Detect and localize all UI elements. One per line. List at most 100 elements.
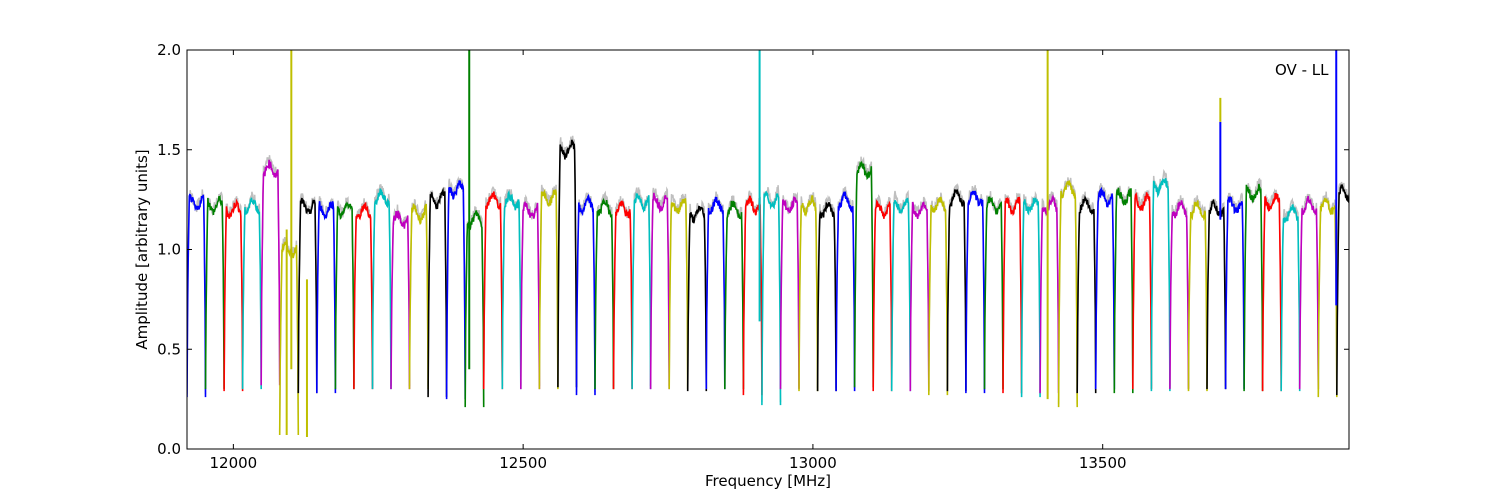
reference-band-1 (204, 191, 225, 387)
band-trace-31 (761, 191, 782, 406)
x-axis-label: Frequency [MHz] (705, 472, 831, 490)
band-trace-6 (297, 197, 318, 394)
band-trace-56 (1224, 196, 1245, 390)
reference-band-37 (872, 194, 893, 389)
reference-band-63 (1355, 164, 1374, 408)
reference-band-61 (1317, 191, 1338, 395)
reference-band-20 (557, 135, 578, 385)
reference-band-0 (187, 189, 207, 395)
band-trace-59 (1280, 203, 1301, 392)
reference-band-42 (965, 185, 986, 391)
reference-band-16 (482, 186, 504, 387)
band-trace-26 (668, 198, 689, 390)
band-trace-18 (520, 200, 541, 390)
x-tick-label: 12000 (210, 454, 258, 472)
band-trace-1 (204, 194, 225, 390)
band-trace-25 (649, 192, 670, 390)
band-trace-8 (334, 201, 355, 390)
reference-band-56 (1224, 192, 1245, 387)
reference-band-14 (445, 175, 466, 397)
band-trace-53 (1169, 200, 1190, 390)
band-trace-27 (686, 205, 708, 392)
band-trace-58 (1261, 193, 1282, 392)
reference-band-41 (946, 183, 967, 389)
band-trace-38 (890, 197, 912, 392)
band-trace-34 (816, 201, 837, 392)
band-trace-16 (482, 191, 504, 390)
reference-band-13 (427, 186, 448, 395)
reference-band-62 (1336, 181, 1349, 393)
x-tick-label: 13500 (1079, 454, 1127, 472)
band-trace-52 (1150, 177, 1171, 392)
band-trace-15 (464, 210, 485, 408)
reference-band-24 (631, 187, 652, 387)
band-trace-41 (946, 188, 967, 392)
band-trace-39 (909, 201, 930, 392)
reference-band-25 (649, 186, 670, 387)
y-tick-label: 2.0 (157, 41, 181, 59)
band-trace-3 (241, 197, 262, 390)
reference-band-31 (761, 185, 782, 403)
band-trace-17 (501, 189, 522, 390)
plot-frame (186, 49, 1350, 450)
y-tick-label: 0.5 (157, 340, 181, 358)
band-trace-11 (390, 210, 411, 390)
x-tick-label: 12500 (499, 454, 547, 472)
reference-band-34 (816, 194, 837, 389)
band-trace-57 (1243, 183, 1264, 392)
band-trace-21 (575, 193, 596, 396)
band-trace-32 (779, 196, 800, 390)
reference-band-32 (779, 191, 800, 387)
y-axis-label: Amplitude [arbitrary units] (133, 149, 151, 349)
band-trace-42 (965, 190, 986, 394)
reference-band-52 (1150, 168, 1171, 389)
band-trace-36 (853, 160, 875, 388)
band-trace-10 (371, 188, 392, 390)
reference-band-51 (1132, 189, 1153, 387)
band-trace-60 (1298, 195, 1320, 390)
band-trace-47 (1057, 180, 1078, 408)
band-trace-9 (353, 202, 374, 390)
band-trace-55 (1206, 198, 1227, 390)
band-trace-35 (835, 191, 856, 392)
reference-band-19 (538, 184, 559, 387)
band-trace-12 (408, 203, 429, 390)
band-trace-37 (872, 199, 893, 392)
y-tick-label: 1.5 (157, 141, 181, 159)
band-trace-49 (1094, 186, 1116, 390)
y-tick-label: 1.0 (157, 241, 181, 259)
reference-band-21 (575, 192, 596, 393)
band-trace-7 (316, 201, 337, 394)
band-trace-28 (705, 196, 726, 390)
reference-band-12 (408, 198, 429, 387)
band-trace-33 (798, 195, 819, 392)
band-trace-23 (612, 200, 633, 390)
reference-band-7 (316, 196, 337, 391)
band-trace-63 (1355, 169, 1374, 411)
band-trace-61 (1317, 197, 1338, 398)
band-trace-2 (223, 198, 244, 392)
reference-band-57 (1243, 177, 1264, 389)
reference-band-33 (798, 192, 819, 389)
band-trace-24 (631, 192, 652, 390)
band-trace-20 (557, 139, 578, 388)
reference-band-27 (686, 199, 708, 389)
band-trace-54 (1187, 200, 1208, 392)
y-tick-label: 0.0 (157, 440, 181, 458)
band-trace-13 (427, 187, 448, 398)
band-trace-48 (1076, 195, 1097, 394)
band-trace-62 (1336, 183, 1349, 396)
band-trace-0 (187, 193, 207, 398)
chart-annotation: OV - LL (1275, 61, 1329, 79)
reference-band-45 (1020, 190, 1041, 395)
band-trace-22 (594, 197, 615, 390)
reference-band-58 (1261, 188, 1282, 389)
reference-band-36 (853, 156, 874, 385)
band-trace-45 (1020, 197, 1041, 398)
reference-band-4 (260, 155, 281, 383)
plot-area (187, 50, 1374, 438)
band-trace-4 (260, 159, 281, 386)
reference-band-44 (1002, 192, 1023, 391)
band-trace-43 (983, 196, 1004, 390)
